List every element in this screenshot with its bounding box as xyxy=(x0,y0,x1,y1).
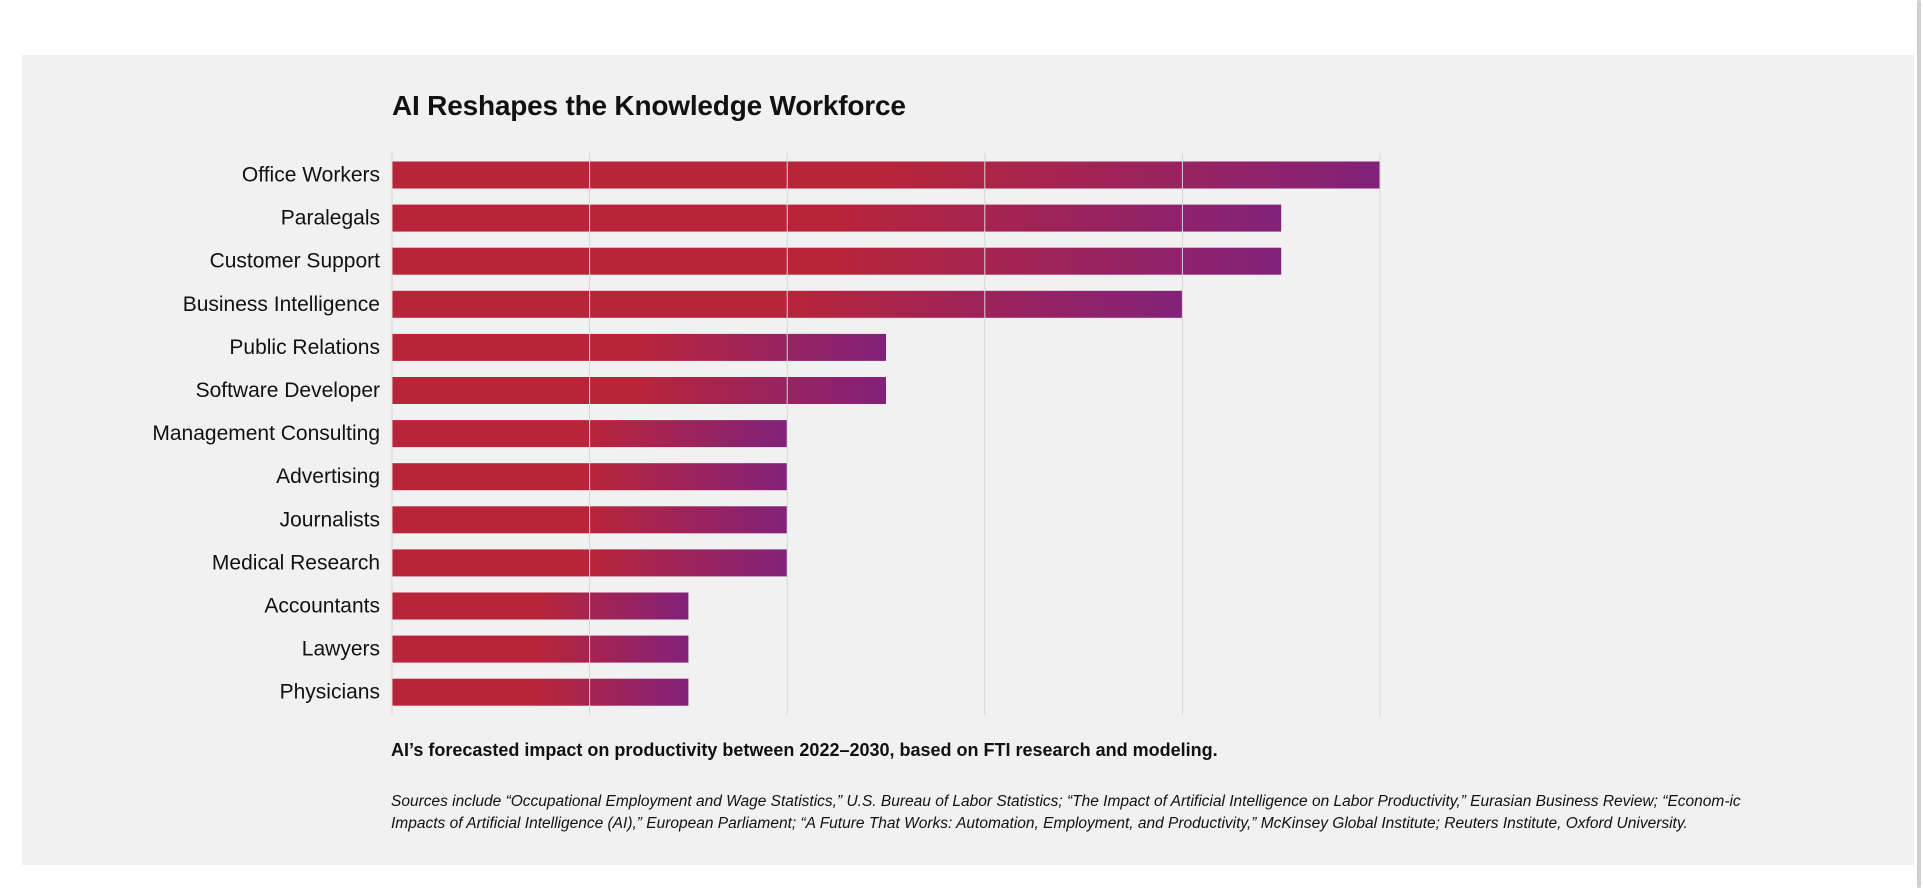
bar-accountants xyxy=(392,592,689,620)
category-label: Customer Support xyxy=(210,250,381,273)
category-label: Journalists xyxy=(280,508,380,531)
category-label: Business Intelligence xyxy=(183,293,380,316)
category-label: Software Developer xyxy=(196,379,380,402)
bars-group xyxy=(392,161,1380,706)
category-labels-group: Office Workers Paralegals Customer Support… xyxy=(152,164,380,704)
scrollbar[interactable] xyxy=(1914,0,1923,888)
category-label: Public Relations xyxy=(229,336,380,359)
bar-lawyers xyxy=(392,635,689,663)
chart-sources: Sources include “Occupational Employment… xyxy=(391,793,1741,832)
scrollbar-thumb[interactable] xyxy=(1917,0,1921,888)
bar-customer-support xyxy=(392,247,1282,275)
category-label: Advertising xyxy=(276,465,380,488)
bar-public-relations xyxy=(392,333,886,361)
bar-physicians xyxy=(392,678,689,706)
category-label: Lawyers xyxy=(302,638,380,661)
category-label: Physicians xyxy=(280,681,380,704)
category-label: Paralegals xyxy=(281,207,380,230)
bar-office-workers xyxy=(392,161,1380,189)
category-label: Accountants xyxy=(264,595,380,618)
bar-paralegals xyxy=(392,204,1282,232)
category-label: Office Workers xyxy=(242,164,380,187)
category-label: Medical Research xyxy=(212,551,380,574)
category-label: Management Consulting xyxy=(152,422,380,445)
chart-title: AI Reshapes the Knowledge Workforce xyxy=(392,90,906,121)
chart-note: AI’s forecasted impact on productivity b… xyxy=(391,740,1218,760)
chart-panel xyxy=(22,55,1914,865)
bar-software-developer xyxy=(392,377,886,404)
gridlines-group xyxy=(391,153,1381,715)
